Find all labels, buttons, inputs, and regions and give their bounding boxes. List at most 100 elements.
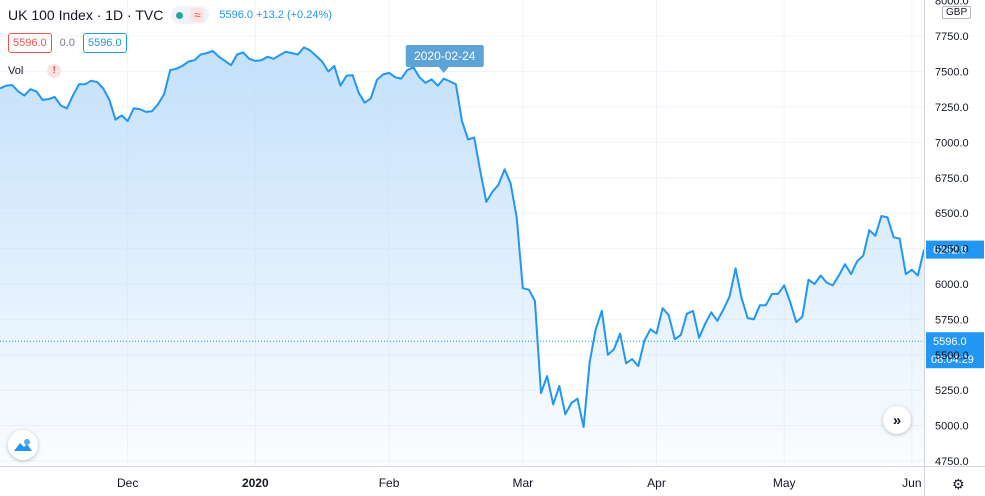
price-point: [636, 364, 640, 368]
x-tick-label: 2020: [242, 476, 269, 490]
y-tick-label: 7250.0: [935, 102, 969, 114]
price-point: [10, 83, 14, 87]
price-point: [642, 339, 646, 343]
price-point: [332, 64, 336, 68]
price-point: [381, 72, 385, 76]
price-point: [624, 361, 628, 365]
price-point: [217, 55, 221, 59]
price-point: [916, 273, 920, 277]
price-point: [861, 254, 865, 258]
currency-button[interactable]: GBP: [942, 6, 972, 19]
price-point: [557, 384, 561, 388]
price-point: [278, 53, 282, 57]
buy-price-button[interactable]: 5596.0: [82, 33, 127, 53]
price-point: [685, 312, 689, 316]
price-point: [95, 80, 99, 84]
price-point: [144, 110, 148, 114]
y-tick-label: 7500.0: [935, 67, 969, 79]
price-area-fill: [0, 47, 924, 467]
sell-price-button[interactable]: 5596.0: [8, 33, 52, 53]
y-tick-label: 5000.0: [935, 421, 969, 433]
price-point: [734, 266, 738, 270]
price-point: [843, 262, 847, 266]
price-point: [709, 310, 713, 314]
price-point: [442, 77, 446, 81]
price-point: [22, 94, 26, 98]
symbol-title[interactable]: UK 100 Index · 1D · TVC: [8, 7, 164, 23]
price-point: [253, 59, 257, 63]
price-point: [466, 138, 470, 142]
price-point: [199, 53, 203, 57]
price-point: [180, 64, 184, 68]
price-point: [509, 181, 513, 185]
price-point: [59, 104, 63, 108]
warning-icon[interactable]: !: [47, 64, 62, 78]
status-pill[interactable]: ≈: [171, 6, 210, 24]
price-point: [41, 98, 45, 102]
volume-label[interactable]: Vol: [8, 65, 24, 77]
price-point: [345, 74, 349, 78]
price-point: [855, 259, 859, 263]
price-point: [16, 89, 20, 93]
price-point: [539, 391, 543, 395]
price-point: [819, 273, 823, 277]
price-point: [600, 309, 604, 313]
price-point: [174, 67, 178, 71]
price-point: [691, 309, 695, 313]
last-price-label: 5596.0: [933, 336, 967, 348]
price-point: [83, 82, 87, 86]
price-point: [150, 109, 154, 113]
price-point: [369, 96, 373, 100]
price-point: [697, 336, 701, 340]
last-price-info: 5596.0 +13.2 (+0.24%): [219, 9, 332, 21]
price-point: [436, 84, 440, 88]
price-point: [363, 101, 367, 105]
scroll-to-realtime-button[interactable]: »: [883, 406, 911, 434]
y-tick-label: 7000.0: [935, 137, 969, 149]
price-point: [898, 237, 902, 241]
price-point: [782, 283, 786, 287]
current-price-label: 6242.8: [933, 245, 967, 257]
price-point: [259, 58, 263, 62]
date-tooltip-label: 2020-02-24: [414, 49, 476, 63]
price-point: [308, 48, 312, 52]
mountain-cloud-icon: [14, 439, 32, 451]
price-point: [126, 119, 130, 123]
logo-button[interactable]: [8, 430, 38, 460]
price-point: [588, 360, 592, 364]
price-point: [813, 282, 817, 286]
y-tick-label: 5250.0: [935, 385, 969, 397]
price-point: [478, 169, 482, 173]
price-point: [582, 425, 586, 429]
price-point: [910, 268, 914, 272]
price-point: [612, 347, 616, 351]
price-point: [879, 214, 883, 218]
gear-icon[interactable]: ⚙: [952, 476, 965, 492]
last-price-tag: [926, 332, 984, 369]
price-line[interactable]: [0, 46, 925, 428]
price-point: [715, 319, 719, 323]
market-open-dot: [176, 11, 184, 19]
price-point: [272, 57, 276, 61]
price-point: [800, 315, 804, 319]
price-point: [107, 98, 111, 102]
price-point: [120, 113, 124, 117]
price-point: [673, 337, 677, 341]
price-point: [71, 94, 75, 98]
price-point: [515, 215, 519, 219]
chart-legend: UK 100 Index · 1D · TVC ≈ 5596.0 +13.2 (…: [8, 6, 332, 24]
price-point: [867, 228, 871, 232]
price-point: [393, 75, 397, 79]
price-point: [825, 281, 829, 285]
price-point: [746, 316, 750, 320]
price-point: [667, 313, 671, 317]
price-point: [727, 295, 731, 299]
price-point: [758, 303, 762, 307]
price-point: [807, 278, 811, 282]
price-point: [721, 307, 725, 311]
volume-row: Vol !: [8, 64, 62, 78]
price-point: [630, 357, 634, 361]
price-point: [490, 190, 494, 194]
price-point: [162, 92, 166, 96]
